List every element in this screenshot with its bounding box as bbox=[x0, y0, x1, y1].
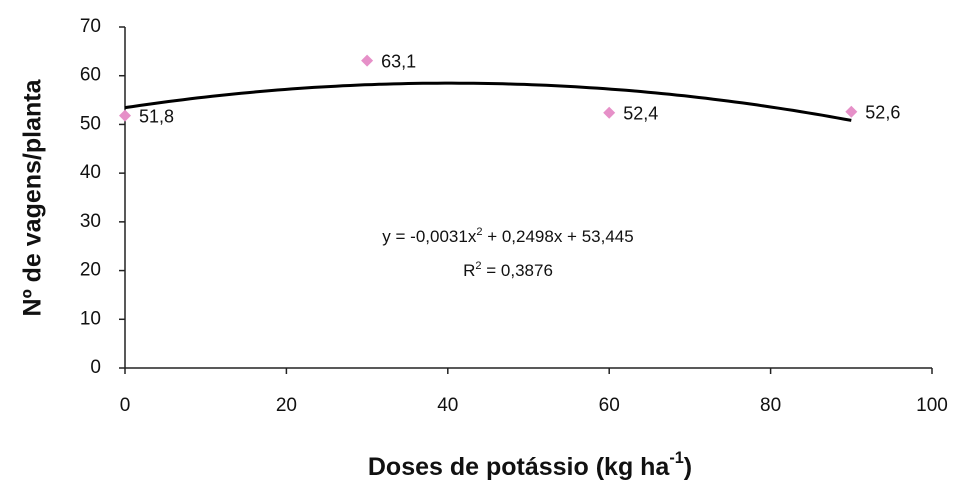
point bbox=[119, 109, 131, 122]
equation: y = -0,0031x2 + 0,2498x + 53,445 bbox=[382, 226, 633, 247]
x-tick-label: 40 bbox=[437, 395, 458, 416]
point bbox=[361, 54, 374, 67]
y-tick-label: 70 bbox=[80, 16, 101, 37]
x-axis-title-part: ) bbox=[684, 453, 692, 481]
y-tick-label: 40 bbox=[80, 162, 101, 183]
r-squared-part: R bbox=[463, 261, 475, 280]
x-axis-title-part: Doses de potássio (kg ha bbox=[368, 453, 671, 481]
y-tick-label: 0 bbox=[90, 357, 101, 378]
x-axis-title-part: -1 bbox=[669, 449, 683, 467]
r-squared: R2 = 0,3876 bbox=[463, 260, 553, 281]
equation-part: 2 bbox=[476, 226, 482, 238]
y-tick-label: 60 bbox=[80, 65, 101, 86]
trendline bbox=[124, 81, 852, 122]
point bbox=[603, 106, 616, 119]
x-axis-title: Doses de potássio (kg ha-1) bbox=[368, 449, 692, 480]
x-tick-label: 80 bbox=[760, 395, 781, 416]
y-tick-label: 50 bbox=[80, 113, 101, 134]
data-label: 51,8 bbox=[139, 106, 174, 126]
point bbox=[845, 105, 858, 118]
data-label: 63,1 bbox=[381, 51, 416, 71]
equation-part: + 0,2498x + 53,445 bbox=[482, 227, 633, 246]
data-label: 52,6 bbox=[865, 103, 900, 123]
x-tick-label: 60 bbox=[599, 395, 620, 416]
r-squared-part: 2 bbox=[475, 260, 481, 272]
x-tick-label: 0 bbox=[120, 395, 131, 416]
equation-part: y = -0,0031x bbox=[382, 227, 477, 246]
r-squared-part: = 0,3876 bbox=[482, 261, 553, 280]
x-tick-label: 20 bbox=[276, 395, 297, 416]
x-tick-label: 100 bbox=[916, 395, 948, 416]
y-tick-label: 20 bbox=[80, 260, 101, 281]
data-label: 52,4 bbox=[623, 103, 658, 123]
y-tick-label: 30 bbox=[80, 211, 101, 232]
y-axis-title: Nº de vagens/planta bbox=[19, 78, 47, 316]
y-tick-label: 10 bbox=[80, 308, 101, 329]
